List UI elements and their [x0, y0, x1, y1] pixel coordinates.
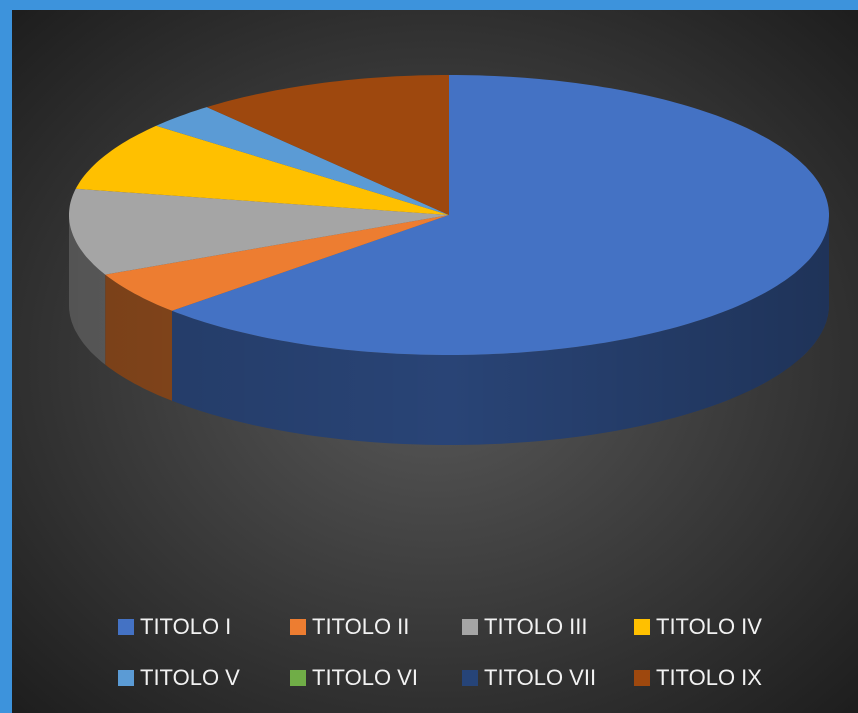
legend-swatch [290, 619, 306, 635]
legend-label: TITOLO IX [656, 665, 762, 690]
legend-label: TITOLO VII [484, 665, 596, 690]
legend-swatch [634, 670, 650, 686]
legend-label: TITOLO V [140, 665, 240, 690]
legend-swatch [462, 619, 478, 635]
chart: TITOLO I TITOLO II TITOLO III TITOLO IV TITO… [0, 0, 858, 713]
legend-swatch [634, 619, 650, 635]
page: {"chart_data": {"type": "pie", "categori… [0, 0, 858, 713]
legend-label: TITOLO II [312, 614, 409, 639]
legend-label: TITOLO VI [312, 665, 418, 690]
legend-label: TITOLO I [140, 614, 231, 639]
legend-label: TITOLO III [484, 614, 588, 639]
legend-swatch [462, 670, 478, 686]
legend-swatch [290, 670, 306, 686]
legend-swatch [118, 619, 134, 635]
pie [69, 75, 829, 445]
legend-label: TITOLO IV [656, 614, 762, 639]
legend-swatch [118, 670, 134, 686]
